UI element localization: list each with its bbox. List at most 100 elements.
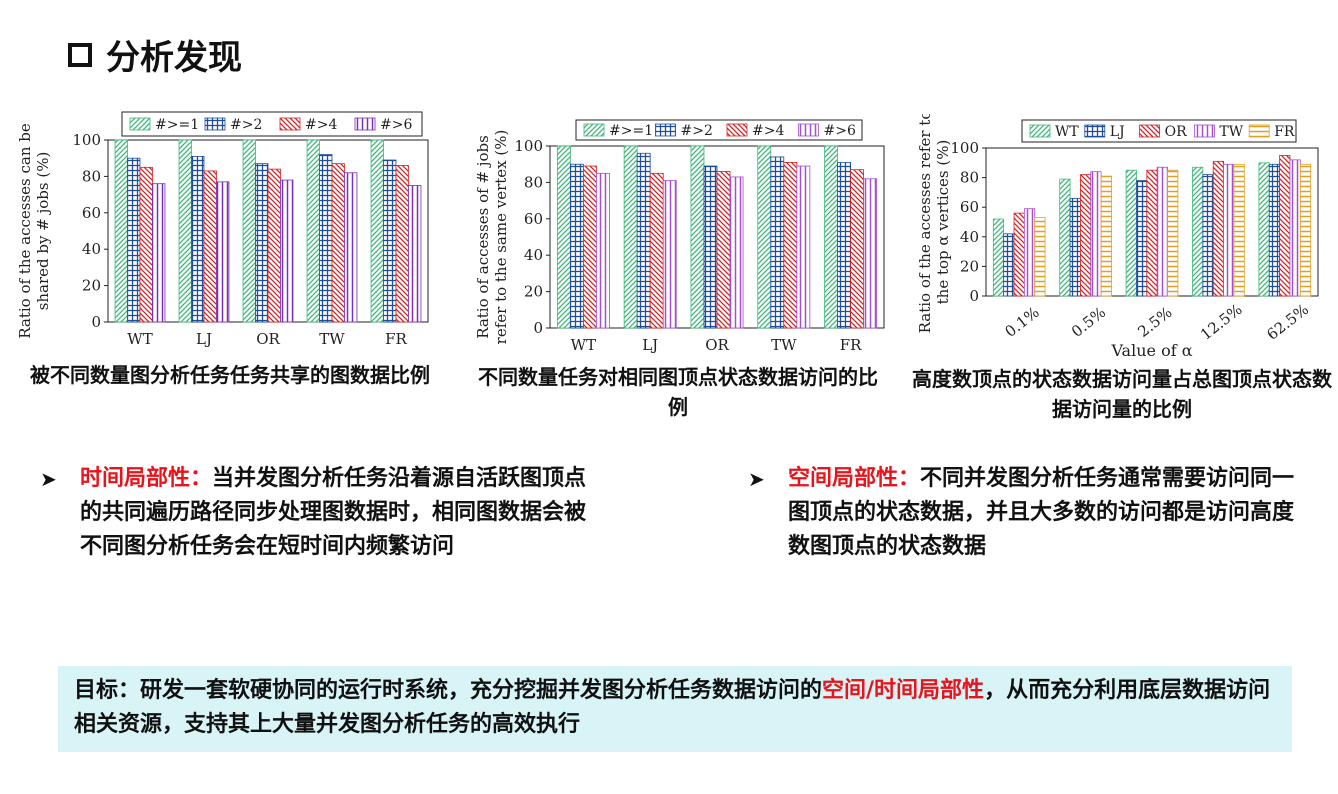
bar: [331, 163, 345, 323]
x-tick-label: LJ: [642, 336, 658, 354]
bar: [344, 172, 358, 323]
x-tick-label: TW: [319, 330, 345, 348]
goal-box: 目标：研发一套软硬协同的运行时系统，充分挖掘并发图分析任务数据访问的空间/时间局…: [58, 666, 1292, 752]
bullet-spatial-body: 不同并发图分析任务通常需要访问同一图顶点的状态数据，并且大多数的访问都是访问高度…: [788, 466, 1295, 559]
bar: [1299, 163, 1312, 297]
bar: [1192, 166, 1204, 297]
bar: [152, 183, 166, 323]
legend-swatch: [798, 123, 819, 137]
y-tick-label: 80: [524, 173, 543, 191]
bar: [242, 139, 256, 323]
bar: [203, 170, 217, 323]
arrow-bullet-icon: ➤: [40, 467, 57, 491]
goal-highlight: 空间/时间局部性: [822, 678, 985, 703]
chart-top-alpha-vertices-ratio: 0 20 40 60 80 100 Ratio of the accesses refer …: [910, 114, 1330, 364]
bar: [1003, 233, 1015, 297]
x-tick-label: 12.5%: [1197, 300, 1246, 344]
bar: [395, 165, 409, 323]
bar: [1289, 159, 1301, 297]
legend-entry: TW: [1219, 124, 1243, 140]
arrow-bullet-icon: ➤: [748, 467, 765, 491]
x-tick-label: FR: [385, 330, 407, 348]
legend-swatch: [204, 117, 226, 131]
bar: [191, 155, 205, 323]
goal-prefix: 目标：研发一套软硬协同的运行时系统，充分挖掘并发图分析任务数据访问的: [74, 678, 823, 703]
bar: [824, 145, 838, 329]
legend-box: [575, 119, 863, 141]
y-tick-label: 20: [524, 283, 543, 301]
x-tick-label: LJ: [196, 330, 212, 348]
caption-chart-1: 被不同数量图分析任务任务共享的图数据比例: [30, 363, 430, 387]
bar: [267, 168, 281, 323]
bar: [623, 145, 638, 329]
bar: [770, 156, 785, 329]
bar: [1146, 169, 1158, 297]
x-tick-label: 0.5%: [1068, 303, 1109, 341]
y-tick-label: 100: [514, 137, 543, 155]
x-tick-label: TW: [771, 336, 797, 354]
bar: [139, 166, 153, 323]
legend-swatch: [1139, 124, 1161, 138]
legend-swatch: [1084, 124, 1106, 138]
bar: [850, 169, 865, 329]
bullet-temporal-locality: ➤ 时间局部性：当并发图分析任务沿着源自活跃图顶点的共同遍历路径同步处理图数据时…: [40, 462, 600, 564]
bar: [703, 165, 718, 329]
caption-chart-2: 不同数量任务对相同图顶点状态数据访问的比例: [478, 365, 878, 419]
bar: [383, 159, 397, 323]
y-tick-label: 60: [524, 210, 543, 228]
y-tick-label: 40: [82, 240, 101, 258]
y-tick-label: 40: [960, 228, 979, 246]
bar: [569, 163, 584, 329]
x-tick-label: 62.5%: [1263, 300, 1312, 344]
legend-swatch: [129, 117, 151, 131]
bar: [1136, 180, 1148, 297]
page-title-text: 分析发现: [106, 38, 242, 78]
y-tick-label: 100: [950, 139, 979, 157]
bar: [1223, 163, 1235, 297]
bar: [863, 178, 878, 329]
bar: [690, 145, 705, 329]
legend-entry: #>2: [681, 123, 713, 139]
bar: [729, 176, 744, 329]
square-bullet-icon: [68, 42, 92, 67]
page-title: 分析发现: [68, 30, 242, 79]
y-tick-label: 40: [524, 246, 543, 264]
bullet-temporal-head: 时间局部性：: [80, 466, 213, 491]
bar: [796, 165, 811, 329]
x-tick-label: OR: [256, 330, 280, 348]
legend-swatch: [279, 117, 301, 131]
bar: [716, 171, 731, 329]
bar: [1233, 163, 1245, 297]
bar: [1100, 175, 1112, 297]
bar: [649, 172, 664, 329]
y-tick-label: 0: [969, 287, 979, 305]
legend-entry: #>2: [230, 117, 262, 133]
legend-entry: FR: [1274, 124, 1295, 140]
y-axis-label: Ratio of accesses of # jobs: [474, 135, 492, 339]
bar: [662, 180, 677, 329]
legend-swatch: [354, 117, 376, 131]
chart-shared-data-ratio: 0 20 40 60 80 100 Ratio of the accesses can be…: [10, 108, 430, 358]
bar: [1013, 212, 1025, 297]
bar: [408, 185, 422, 323]
bar: [1167, 169, 1179, 297]
bar: [1034, 217, 1046, 297]
bar: [556, 145, 571, 329]
bar: [1268, 163, 1281, 297]
bar: [757, 145, 772, 329]
y-tick-label: 0: [91, 313, 101, 331]
y-tick-label: 0: [533, 319, 543, 337]
bar: [783, 161, 798, 329]
x-tick-label: WT: [571, 336, 596, 354]
y-tick-label: 20: [960, 257, 979, 275]
y-axis-label: the top α vertices (%): [934, 140, 952, 305]
bar: [1156, 166, 1168, 297]
bar: [1202, 174, 1214, 297]
y-axis-label: refer to the same vertex (%): [492, 130, 510, 345]
bar: [370, 139, 384, 323]
bar: [596, 172, 610, 329]
y-tick-label: 60: [960, 198, 979, 216]
bar: [216, 181, 230, 323]
x-tick-label: WT: [127, 330, 152, 348]
y-tick-label: 20: [82, 277, 101, 295]
